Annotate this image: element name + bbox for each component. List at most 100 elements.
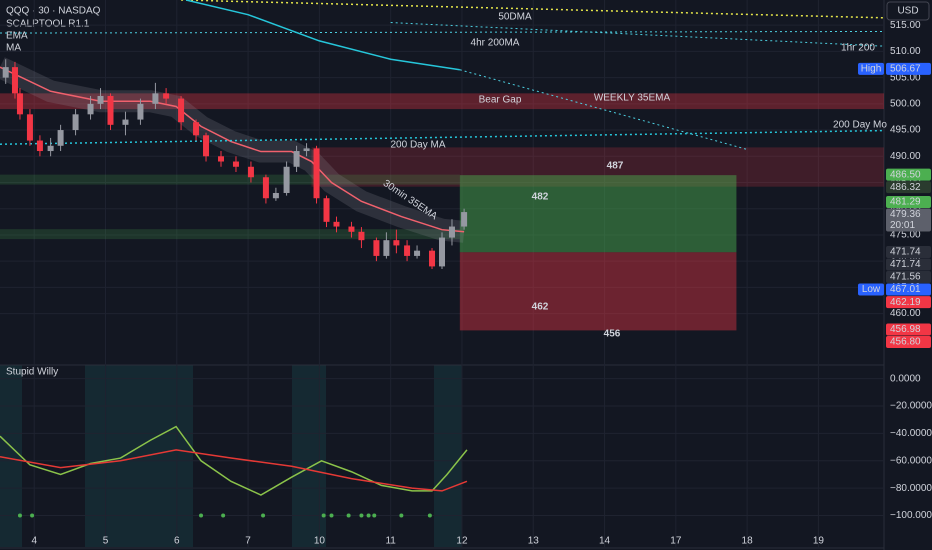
y-tick-label: −20.0000	[890, 401, 932, 412]
y-tick-label: 515.00	[890, 20, 921, 31]
zone	[0, 229, 460, 240]
y-tick-label: 0.0000	[890, 373, 921, 384]
candle-body	[448, 226, 455, 238]
candle-body	[313, 148, 320, 199]
candle-body	[36, 140, 43, 152]
y-tick-label: 505.00	[890, 72, 921, 83]
price-label: 471.74	[890, 259, 921, 270]
price-badge	[886, 181, 931, 194]
x-tick-label: 17	[670, 536, 682, 547]
signal-dot	[321, 513, 326, 518]
price-badge	[886, 208, 931, 232]
candle-body	[72, 114, 79, 131]
annotation: 50DMA	[498, 12, 532, 23]
annotation: Bear Gap	[479, 95, 522, 106]
candle-body	[393, 240, 400, 246]
price-badge	[886, 271, 931, 284]
moving-average	[181, 0, 885, 19]
candle-body	[262, 177, 269, 199]
candle-body	[26, 114, 33, 141]
x-tick-label: 11	[385, 536, 396, 547]
moving-average	[390, 22, 885, 47]
annotation: WEEKLY 35EMA	[594, 93, 671, 104]
y-tick-label: 495.00	[890, 125, 921, 136]
x-tick-label: 6	[174, 536, 180, 547]
price-badge	[886, 258, 931, 271]
candle-body	[232, 161, 239, 167]
candle-body	[107, 95, 114, 125]
price-label: 486.32	[890, 182, 921, 193]
y-tick-label: 510.00	[890, 46, 921, 57]
moving-average	[0, 66, 465, 233]
x-tick-label: 4	[31, 536, 37, 547]
signal-dot	[372, 513, 377, 518]
oscillator-line	[0, 449, 468, 492]
tag-badge	[858, 62, 884, 75]
candle-body	[218, 156, 224, 162]
moving-average	[185, 0, 460, 71]
y-tick-label: −80.0000	[890, 483, 932, 494]
moving-average	[0, 129, 885, 145]
indicator: MA	[6, 43, 21, 54]
signal-dot	[329, 513, 334, 518]
signal-dot	[261, 513, 266, 518]
currency[interactable]: USD	[897, 6, 918, 17]
x-tick-label: 13	[528, 536, 540, 547]
candle-body	[272, 192, 279, 199]
zone	[0, 174, 460, 185]
zone	[459, 252, 737, 331]
candle-body	[193, 122, 200, 136]
x-tick-label: 12	[456, 536, 468, 547]
x-tick-label: 5	[103, 536, 109, 547]
price-label: 471.56	[890, 272, 921, 283]
band	[0, 365, 22, 547]
signal-dot	[221, 513, 226, 518]
signal-dot	[399, 513, 404, 518]
candle-body	[333, 221, 340, 227]
candle-body	[57, 130, 64, 146]
candle-body	[348, 226, 355, 232]
candle-body	[303, 148, 310, 152]
candle-body	[429, 250, 436, 267]
indicator: EMA	[6, 31, 28, 42]
price-badge	[886, 323, 931, 336]
x-tick-label: 18	[742, 536, 754, 547]
y-tick-label: 460.00	[890, 308, 921, 319]
zone	[311, 147, 884, 187]
signal-dot	[366, 513, 371, 518]
annotation: 487	[607, 161, 624, 172]
price-badge	[886, 296, 931, 309]
candle-body	[283, 166, 290, 193]
y-tick-label: −40.0000	[890, 428, 932, 439]
x-tick-label: 14	[599, 536, 611, 547]
currency-button[interactable]	[886, 1, 930, 21]
candle-body	[11, 67, 18, 94]
candle-body	[137, 103, 144, 120]
candle-body	[414, 250, 421, 256]
price-label: 467.01	[890, 284, 921, 295]
y-tick-label: −60.0000	[890, 455, 932, 466]
price-tag: High	[861, 63, 882, 74]
candle-body	[152, 93, 159, 104]
candle-body	[247, 166, 254, 178]
candle-body	[373, 240, 380, 256]
candle-body	[122, 119, 129, 125]
moving-average	[0, 30, 885, 34]
price-label: 506.67	[890, 63, 921, 74]
candle-body	[178, 98, 185, 123]
annotation: 200 Day MA	[390, 140, 445, 151]
candle-body	[2, 67, 9, 78]
signal-dot	[17, 513, 22, 518]
candle-body	[293, 151, 300, 167]
y-tick-label: 475.00	[890, 230, 921, 241]
candle-body	[47, 145, 54, 152]
candle-body	[87, 103, 94, 115]
signal-dot	[359, 513, 364, 518]
candle-body	[404, 245, 411, 256]
signal-dot	[199, 513, 204, 518]
price-label: 471.74	[890, 247, 921, 258]
x-tick-label: 7	[245, 536, 251, 547]
price-label: 479.36	[890, 209, 921, 220]
pane-title: Stupid Willy	[6, 367, 58, 378]
